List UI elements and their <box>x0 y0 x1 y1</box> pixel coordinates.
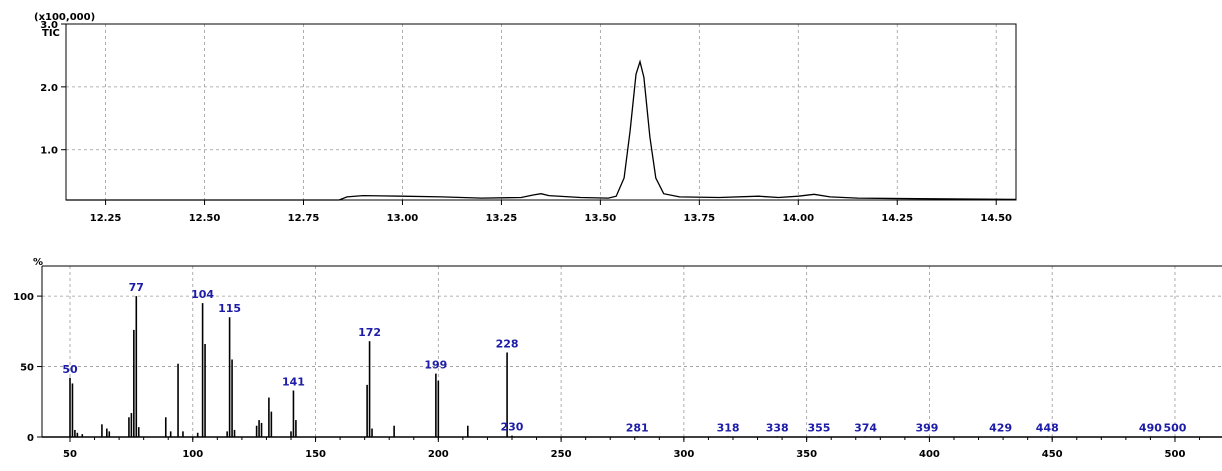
ms-x-tick-label: 200 <box>428 449 449 460</box>
ms-x-tick-label: 500 <box>1165 449 1186 460</box>
ms-peaks <box>69 296 1176 437</box>
ms-x-tick-label: 450 <box>1042 449 1063 460</box>
ms-y-axis: 0 50 100 <box>13 292 42 444</box>
tic-y-tick-label: 1.0 <box>40 146 58 157</box>
ms-x-tick-label: 350 <box>796 449 817 460</box>
tic-x-tick-label: 13.50 <box>585 213 617 224</box>
ms-x-tick-label: 100 <box>182 449 203 460</box>
tic-trace-line <box>66 59 1017 201</box>
ms-peak-label: 281 <box>626 421 649 434</box>
tic-scale-note: (x100,000) <box>34 12 95 23</box>
ms-peak-label: 230 <box>501 421 524 434</box>
ms-x-tick-label: 50 <box>63 449 77 460</box>
ms-peak-label: 490 <box>1139 421 1162 434</box>
ms-x-tick-label: 300 <box>673 449 694 460</box>
ms-peak-label: 228 <box>496 337 519 350</box>
ms-y-tick-label: 50 <box>20 363 34 374</box>
ms-x-tick-label: 400 <box>919 449 940 460</box>
tic-grid <box>66 23 1016 200</box>
ms-peak-label: 141 <box>282 376 305 389</box>
ms-peak-label: 399 <box>915 421 938 434</box>
ms-peak-label: 199 <box>424 359 447 372</box>
ms-y-tick-label: 0 <box>27 433 34 444</box>
ms-peak-label: 500 <box>1163 421 1186 434</box>
ms-peak-label: 448 <box>1036 421 1059 434</box>
ms-x-axis: 50 100 150 200 250 300 350 400 450 500 <box>63 437 1201 460</box>
ms-peak-label: 50 <box>62 363 78 376</box>
tic-x-tick-label: 14.00 <box>782 213 814 224</box>
tic-title: TIC <box>42 28 60 39</box>
tic-x-axis: 12.25 12.50 12.75 13.00 13.25 13.50 13.75 14.00… <box>90 200 1012 224</box>
tic-y-tick-label: 3.0 <box>40 20 58 31</box>
tic-x-tick-label: 12.50 <box>189 213 221 224</box>
tic-chromatogram-panel: (x100,000) TIC 1.0 2.0 3.0 12.25 12.50 12.75… <box>34 12 1017 224</box>
ms-peak-label: 355 <box>807 421 830 434</box>
tic-x-tick-label: 12.75 <box>288 213 320 224</box>
ms-y-tick-label: 100 <box>13 292 34 303</box>
ms-title: % <box>33 257 43 268</box>
ms-peak-label: 172 <box>358 326 381 339</box>
ms-peak-label: 77 <box>129 281 144 294</box>
ms-peak-label: 115 <box>218 302 241 315</box>
ms-peak-label: 374 <box>854 421 877 434</box>
ms-x-tick-label: 250 <box>551 449 572 460</box>
ms-grid <box>42 266 1222 437</box>
tic-x-tick-label: 14.50 <box>980 213 1012 224</box>
ms-peak-label: 104 <box>191 288 214 301</box>
ms-peak-label: 338 <box>766 421 789 434</box>
tic-x-tick-label: 13.75 <box>684 213 716 224</box>
tic-y-axis: 1.0 2.0 3.0 <box>40 20 66 157</box>
tic-x-tick-label: 13.00 <box>387 213 419 224</box>
tic-x-tick-label: 12.25 <box>90 213 122 224</box>
tic-x-tick-label: 13.25 <box>486 213 518 224</box>
ms-peak-labels: 50 77 104 115 141 172 199 228 230 281 318 338 355 374… <box>62 281 1186 434</box>
tic-x-tick-label: 14.25 <box>881 213 913 224</box>
tic-y-tick-label: 2.0 <box>40 83 58 94</box>
tic-plot-frame <box>65 23 1017 201</box>
ms-x-tick-label: 150 <box>305 449 326 460</box>
ms-peak-label: 318 <box>717 421 740 434</box>
ms-peak-label: 429 <box>989 421 1012 434</box>
